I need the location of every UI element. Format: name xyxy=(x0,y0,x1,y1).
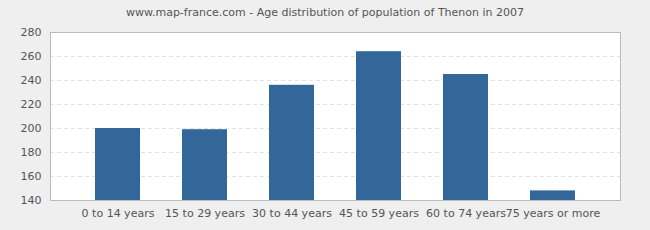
svg-text:220: 220 xyxy=(21,98,42,111)
html-text:www.map-france.com - Age distr: www.map-france.com - Age distribution of… xyxy=(126,6,524,19)
svg-text:30 to 44 years: 30 to 44 years xyxy=(252,207,332,220)
svg-text:140: 140 xyxy=(21,194,42,207)
svg-text:15 to 29 years: 15 to 29 years xyxy=(165,207,245,220)
svg-text:75 years or more: 75 years or more xyxy=(506,207,601,220)
svg-text:45 to 59 years: 45 to 59 years xyxy=(339,207,419,220)
svg-text:60 to 74 years: 60 to 74 years xyxy=(426,207,506,220)
svg-text:160: 160 xyxy=(21,170,42,183)
svg-text:0 to 14 years: 0 to 14 years xyxy=(82,207,155,220)
svg-text:180: 180 xyxy=(21,146,42,159)
svg-text:280: 280 xyxy=(21,26,42,39)
svg-text:200: 200 xyxy=(21,122,42,135)
svg-text:260: 260 xyxy=(21,50,42,63)
svg-text:240: 240 xyxy=(21,74,42,87)
